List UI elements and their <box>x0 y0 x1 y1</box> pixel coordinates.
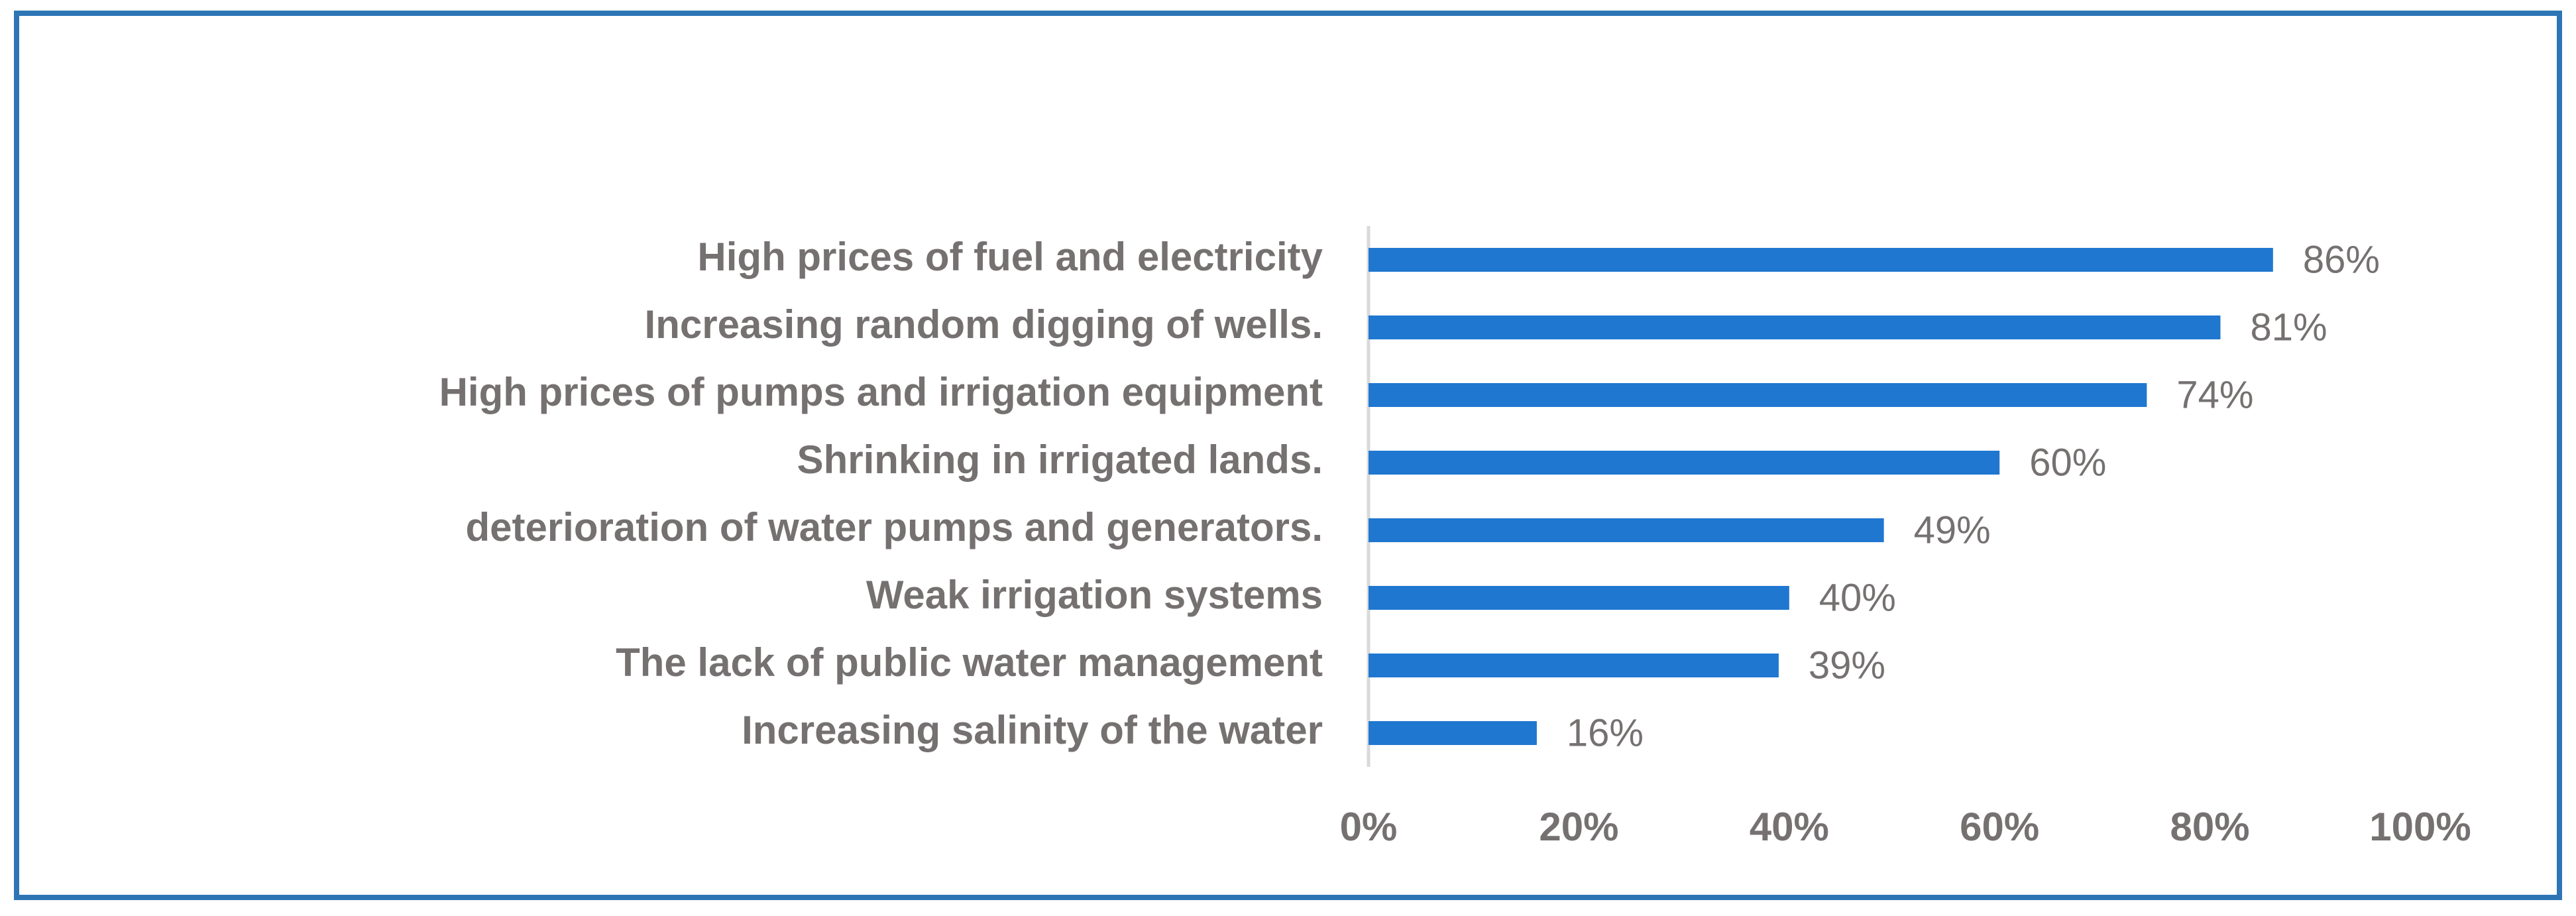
x-tick-label: 20% <box>1539 805 1618 849</box>
y-tick-label: Increasing salinity of the water <box>742 708 1323 752</box>
x-tick-label: 60% <box>1960 805 2039 849</box>
y-tick-label: Weak irrigation systems <box>866 573 1323 617</box>
bar <box>1369 383 2147 407</box>
y-tick-label: Shrinking in irrigated lands. <box>797 437 1323 482</box>
y-tick-label: High prices of pumps and irrigation equi… <box>439 370 1323 414</box>
x-tick-label: 100% <box>2369 805 2471 849</box>
bar <box>1369 586 1789 610</box>
bar <box>1369 451 2000 475</box>
bar <box>1369 721 1537 745</box>
y-tick-label: deterioration of water pumps and generat… <box>465 505 1323 549</box>
value-label: 86% <box>2303 238 2380 281</box>
bar <box>1369 248 2273 272</box>
y-tick-label: High prices of fuel and electricity <box>697 235 1323 279</box>
x-tick-label: 0% <box>1340 805 1398 849</box>
value-label: 60% <box>2029 441 2106 484</box>
value-label: 49% <box>1914 508 1991 551</box>
value-label: 74% <box>2176 373 2253 416</box>
value-label: 40% <box>1819 576 1896 619</box>
value-label: 39% <box>1809 644 1885 687</box>
bar <box>1369 654 1779 677</box>
x-tick-label: 80% <box>2170 805 2250 849</box>
value-label: 81% <box>2250 306 2327 349</box>
x-tick-label: 40% <box>1750 805 1829 849</box>
chart-border <box>14 11 2562 900</box>
y-tick-label: Increasing random digging of wells. <box>645 302 1323 347</box>
value-label: 16% <box>1567 711 1644 754</box>
bar <box>1369 315 2221 339</box>
y-tick-label: The lack of public water management <box>616 640 1323 685</box>
bar <box>1369 518 1884 542</box>
